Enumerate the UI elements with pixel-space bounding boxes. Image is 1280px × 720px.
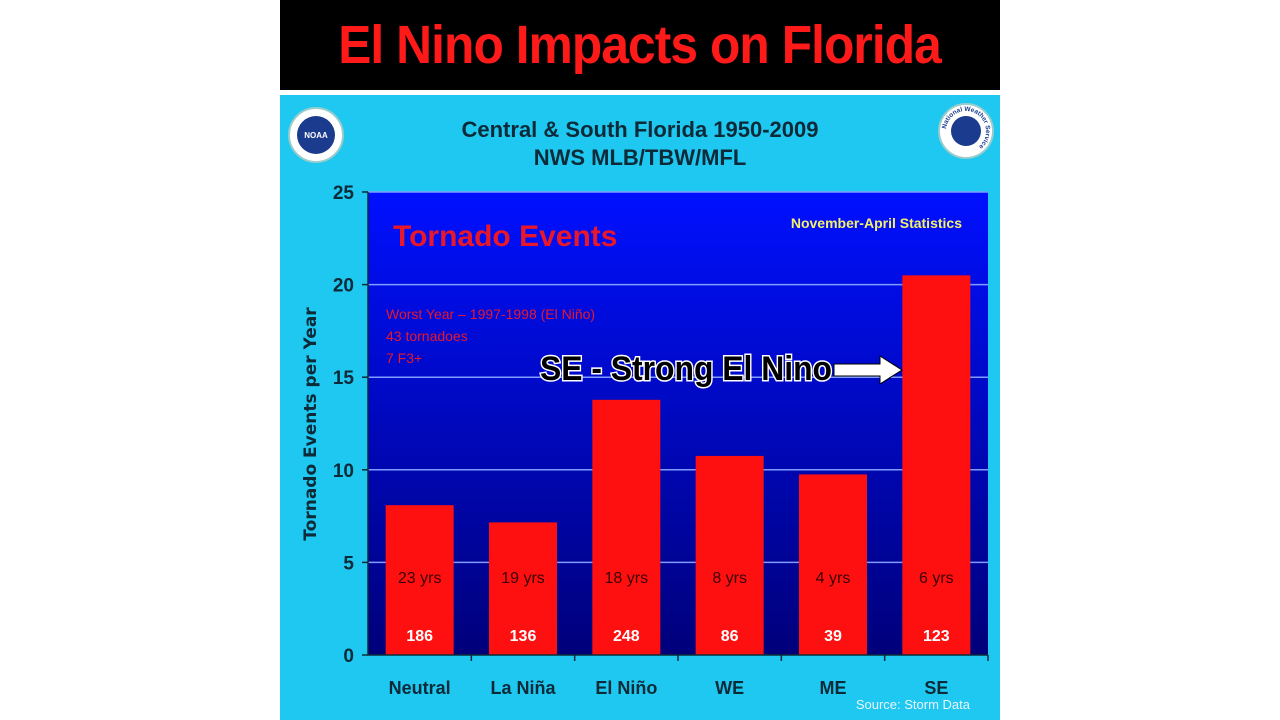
chart-title-line1: Central & South Florida 1950-2009 (461, 117, 819, 142)
y-tick-label: 5 (343, 553, 354, 574)
bar-years-label: 23 yrs (398, 570, 442, 587)
note-line-1: Worst Year – 1997-1998 (El Niño) (386, 306, 595, 322)
noaa-logo: NOAA (288, 107, 344, 163)
source-label: Source: Storm Data (856, 697, 971, 712)
bar-we (695, 455, 764, 655)
bar-lania (489, 522, 557, 655)
x-tick-label: WE (715, 678, 744, 698)
plot-area (368, 192, 988, 655)
x-tick-label: ME (820, 678, 847, 698)
nws-logo: National Weather Service (938, 103, 994, 159)
bar-elnio (592, 399, 661, 655)
bar-total-label: 86 (721, 628, 739, 645)
x-tick-label: SE (924, 678, 948, 698)
bar-me (799, 474, 867, 655)
bar-years-label: 8 yrs (712, 570, 747, 587)
y-tick-label: 20 (333, 276, 354, 297)
bar-total-label: 186 (406, 628, 433, 645)
bar-years-label: 6 yrs (919, 570, 954, 587)
bar-years-label: 18 yrs (605, 570, 649, 587)
y-axis-label: Tornado Events per Year (301, 307, 321, 541)
chart-title-line2: NWS MLB/TBW/MFL (533, 145, 747, 170)
note-line-3: 7 F3+ (386, 350, 422, 366)
nws-logo-ring: National Weather Service (941, 106, 991, 151)
y-tick-label: 0 (343, 646, 354, 667)
x-tick-label: La Niña (490, 678, 556, 698)
y-tick-label: 15 (333, 368, 355, 389)
bar-neutral (385, 505, 454, 655)
banner-title: El Nino Impacts on Florida (338, 15, 943, 75)
note-line-2: 43 tornadoes (386, 328, 468, 344)
x-tick-label: Neutral (389, 678, 451, 698)
bar-total-label: 123 (923, 628, 950, 645)
bar-total-label: 136 (510, 628, 537, 645)
bar-se (902, 275, 971, 655)
bar-years-label: 4 yrs (816, 570, 851, 587)
chart-inner-title: Tornado Events (393, 220, 617, 253)
nws-logo-emblem (951, 116, 981, 146)
bar-years-label: 19 yrs (501, 570, 545, 587)
bar-total-label: 39 (824, 628, 842, 645)
annotation-text: SE - Strong El Nino (540, 350, 832, 388)
y-tick-label: 10 (333, 461, 354, 482)
bar-total-label: 248 (613, 628, 640, 645)
annotation-arrow-icon (833, 355, 903, 385)
chart-subtitle: November-April Statistics (791, 215, 962, 231)
y-tick-label: 25 (333, 183, 355, 204)
banner: El Nino Impacts on Florida (280, 0, 1000, 90)
x-tick-label: El Niño (595, 678, 657, 698)
